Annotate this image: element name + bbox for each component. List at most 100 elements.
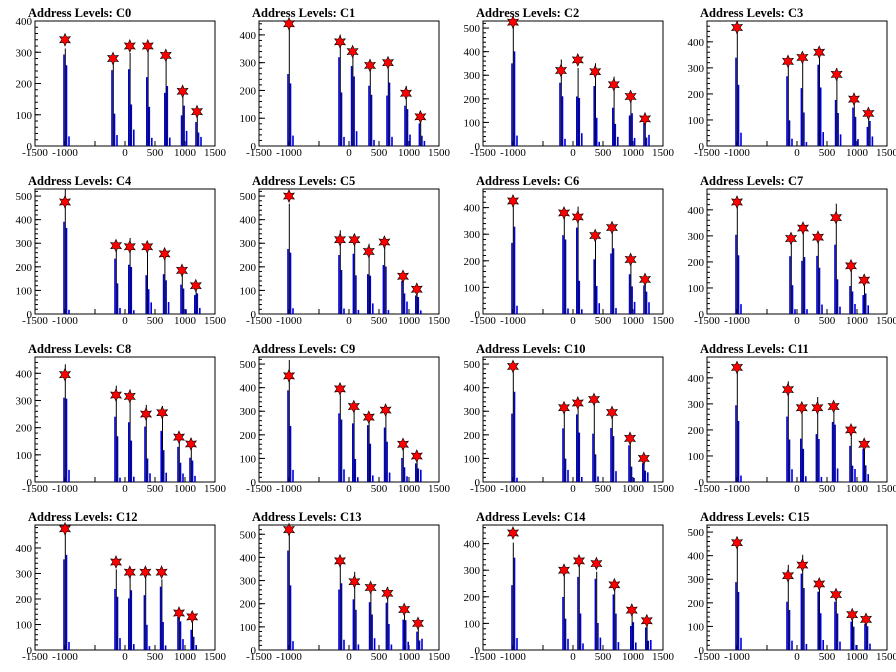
peak-marker (607, 77, 620, 92)
peak-marker (862, 106, 875, 121)
peak-marker (813, 577, 826, 591)
peak-marker (58, 521, 72, 536)
x-tick-label: -1000 (724, 147, 750, 159)
x-tick-label: 500 (371, 315, 388, 327)
peak-marker (346, 44, 359, 59)
x-tick-label: 0 (570, 651, 576, 663)
y-tick-label: 200 (240, 599, 257, 611)
peak-marker (348, 574, 361, 589)
peak-marker (638, 111, 652, 126)
y-tick-label: 0 (475, 141, 481, 153)
chart-svg: 0 100 200 300 400 500 -1500 -1000 0 500 1000 1500 (240, 188, 451, 327)
x-tick-label: 0 (122, 147, 128, 159)
chart-panel: Address Levels: C1 0 100 200 300 400 -1500 -100… (224, 0, 451, 168)
peak-marker (410, 449, 423, 464)
x-tick-label: 1500 (876, 147, 896, 159)
x-tick-label: 1500 (204, 315, 227, 327)
peak-marker (781, 54, 795, 69)
y-tick-label: 300 (688, 63, 705, 75)
chart-panel: Address Levels: C3 0 100 200 300 400 -1500 -100… (672, 0, 896, 168)
peak-marker (844, 258, 858, 273)
x-tick-label: 1000 (174, 147, 197, 159)
peak-marker (109, 388, 123, 402)
chart-panel: Address Levels: C14 0 100 200 300 400 -1500 -10… (448, 504, 675, 672)
peak-marker (348, 232, 361, 247)
peak-marker (730, 195, 744, 209)
x-tick-label: 1000 (622, 483, 645, 495)
y-tick-label: 100 (240, 622, 257, 634)
x-tick-label: 1500 (876, 315, 896, 327)
y-tick-label: 400 (16, 368, 33, 380)
y-tick-label: 400 (16, 215, 33, 227)
x-tick-label: 0 (570, 315, 576, 327)
x-tick-label: -1500 (246, 315, 272, 327)
peak-marker (589, 228, 602, 243)
y-tick-label: 200 (688, 257, 705, 269)
y-tick-label: 200 (240, 85, 257, 97)
y-tick-label: 300 (688, 399, 705, 411)
peak-marker (141, 239, 154, 254)
y-tick-label: 400 (688, 373, 705, 385)
chart-title: Address Levels: C10 (476, 342, 586, 356)
peak-marker (364, 580, 377, 595)
y-tick-label: 500 (240, 191, 257, 203)
peak-marker (190, 104, 204, 119)
chart-title: Address Levels: C5 (252, 174, 356, 188)
x-tick-label: 1000 (846, 483, 869, 495)
y-tick-label: 0 (475, 477, 481, 489)
peak-marker (827, 399, 840, 414)
x-tick-label: 500 (595, 315, 612, 327)
peak-marker (58, 195, 72, 209)
peak-marker (381, 586, 394, 601)
y-tick-label: 300 (16, 568, 33, 580)
y-tick-label: 100 (16, 619, 33, 631)
x-tick-label: 1000 (398, 147, 421, 159)
peak-marker (410, 282, 423, 297)
peak-marker (811, 230, 825, 245)
y-tick-label: 300 (16, 395, 33, 407)
y-tick-label: 0 (699, 141, 705, 153)
peak-marker (333, 34, 347, 49)
y-tick-label: 100 (464, 618, 481, 630)
x-tick-label: -1500 (22, 651, 48, 663)
y-tick-label: 400 (688, 551, 705, 563)
peak-marker (506, 359, 520, 374)
y-tick-label: 100 (688, 283, 705, 295)
y-tick-label: 500 (240, 359, 257, 371)
peak-marker (398, 602, 411, 617)
x-tick-label: -1000 (276, 315, 302, 327)
y-tick-label: 300 (464, 70, 481, 82)
plot-frame (34, 524, 216, 651)
x-tick-label: -1000 (500, 315, 526, 327)
chart-panel: Address Levels: C7 0 100 200 300 400 -1500 -100… (672, 168, 896, 336)
x-tick-label: 1500 (876, 651, 896, 663)
peak-marker (156, 405, 169, 420)
peak-marker (411, 616, 425, 631)
x-tick-label: 1000 (398, 315, 421, 327)
x-tick-label: -1000 (52, 651, 78, 663)
peak-marker (858, 273, 871, 288)
x-tick-label: 1500 (428, 315, 451, 327)
chart-title: Address Levels: C7 (700, 174, 804, 188)
y-tick-label: 0 (699, 645, 705, 657)
y-tick-label: 100 (688, 451, 705, 463)
x-tick-label: 0 (570, 147, 576, 159)
peak-marker (625, 603, 638, 618)
chart-panel: Address Levels: C6 0 100 200 300 400 -1500 -100… (448, 168, 675, 336)
y-tick-label: 300 (464, 565, 481, 577)
x-tick-label: 1500 (428, 483, 451, 495)
y-tick-label: 200 (464, 430, 481, 442)
peak-marker (362, 244, 375, 259)
peak-marker (109, 238, 123, 253)
y-tick-label: 300 (688, 231, 705, 243)
peak-marker (123, 39, 136, 53)
x-tick-label: 0 (794, 147, 800, 159)
x-tick-label: 500 (595, 651, 612, 663)
x-tick-label: 500 (147, 483, 164, 495)
plot-frame (482, 524, 664, 651)
x-tick-label: 1000 (174, 315, 197, 327)
peak-marker (830, 67, 843, 82)
peak-marker (605, 405, 619, 420)
peak-marker (730, 360, 744, 375)
y-tick-label: 200 (464, 94, 481, 106)
